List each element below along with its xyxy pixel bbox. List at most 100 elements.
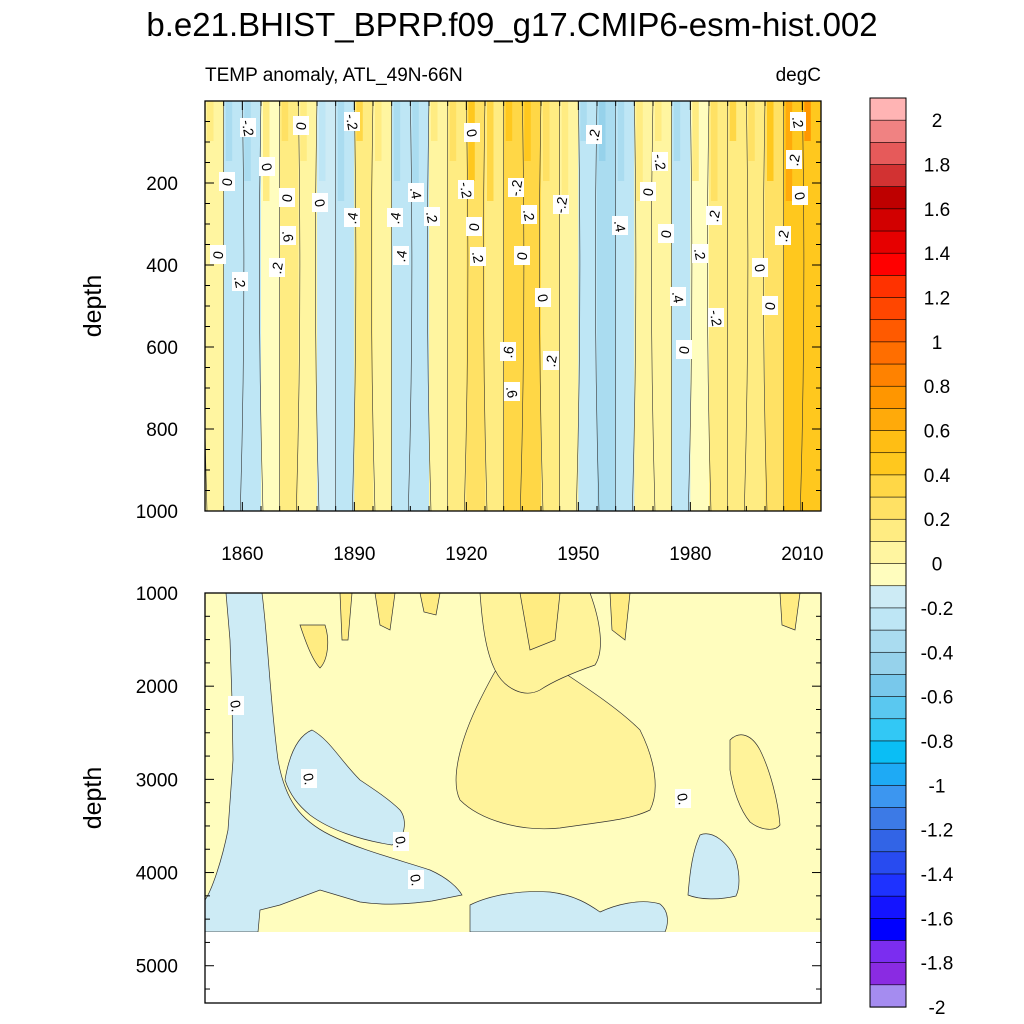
contour-label-bg (344, 208, 360, 227)
contour-label-bg (240, 118, 256, 137)
lower-yellow-region-east (729, 734, 781, 830)
contour-label: .6 (499, 345, 517, 359)
subtitle-left: TEMP anomaly, ATL_49N-66N (205, 65, 463, 86)
surface-anomaly-band (412, 101, 419, 201)
colorbar-swatch (869, 452, 907, 476)
anomaly-column (447, 101, 467, 511)
x-tick-label: 1860 (221, 544, 263, 565)
contour-label-bg (612, 216, 628, 235)
colorbar-label: 1.4 (924, 244, 951, 265)
colorbar-label: -1.6 (921, 909, 954, 930)
colorbar-swatch (869, 341, 907, 365)
contour-label: .2 (585, 128, 603, 142)
contour-line (371, 101, 376, 511)
contour-label-bg (210, 245, 226, 264)
surface-anomaly-band (804, 101, 811, 141)
surface-anomaly-band (524, 101, 531, 161)
contour-label-bg (514, 246, 530, 265)
anomaly-column (746, 101, 766, 511)
contour-line (595, 101, 600, 511)
contour-line (483, 101, 488, 511)
anomaly-column (391, 101, 411, 511)
contour-label: .2 (789, 115, 807, 129)
y-tick-label: 800 (146, 420, 178, 441)
colorbar-swatch (869, 629, 907, 653)
contour-label: 0 (218, 177, 235, 188)
contour-line (352, 101, 357, 511)
x-tick-label: 2010 (781, 544, 823, 565)
colorbar-label: -0.2 (921, 599, 954, 620)
upper-y-axis-label: depth (79, 275, 107, 338)
colorbar-label: -0.4 (921, 643, 954, 664)
colorbar-label: 0.6 (924, 422, 950, 443)
contour-label-bg (293, 116, 309, 135)
contour-line (259, 101, 264, 511)
colorbar-swatch (869, 275, 907, 299)
contour-label: .2 (785, 153, 803, 167)
contour-label-bg (762, 296, 778, 315)
contour-label: 0 (463, 128, 480, 139)
colorbar-swatch (869, 674, 907, 698)
anomaly-column (279, 101, 299, 511)
contour-label-bg (408, 870, 424, 889)
colorbar-swatch (869, 164, 907, 188)
colorbar-label: 1.2 (924, 289, 950, 310)
colorbar-swatch (869, 186, 907, 210)
contour-label: 0 (639, 187, 656, 198)
colorbar-swatch (869, 252, 907, 276)
contour-label-bg (458, 180, 474, 199)
colorbar-swatch (869, 851, 907, 875)
anomaly-column (522, 101, 542, 511)
contour-line (240, 101, 245, 511)
colorbar-swatch (869, 430, 907, 454)
lower-blue-region-central (284, 729, 405, 846)
anomaly-column (466, 101, 486, 511)
contour-label: .4 (386, 211, 404, 225)
contour-label: -.2 (343, 113, 362, 132)
contour-line (520, 101, 525, 511)
contour-label-bg (535, 288, 551, 307)
y-tick-label: 1000 (136, 502, 178, 523)
surface-anomaly-band (375, 101, 382, 161)
contour-label: .2 (542, 354, 560, 368)
contour-label: .4 (343, 211, 361, 225)
y-tick-label: 600 (146, 338, 178, 359)
contour-line (315, 101, 320, 511)
contour-line (576, 101, 581, 511)
colorbar-swatch (869, 319, 907, 343)
colorbar-label: 1.8 (924, 156, 950, 177)
anomaly-column (410, 101, 430, 511)
contour-label: .2 (705, 209, 723, 223)
contour-label-bg (232, 272, 248, 291)
lower-y-axis-label: depth (79, 767, 107, 830)
surface-anomaly-band (561, 101, 569, 201)
contour-label-bg (228, 696, 244, 715)
anomaly-column (578, 101, 598, 511)
colorbar-label: -1.2 (921, 821, 954, 842)
y-tick-label: 3000 (136, 770, 178, 791)
anomaly-column (690, 101, 710, 511)
surface-anomaly-band (487, 101, 494, 201)
colorbar-swatch (869, 119, 907, 143)
contour-label-bg (708, 308, 724, 327)
colorbar-swatch (869, 230, 907, 254)
contour-label: 0 (278, 193, 295, 204)
contour-line (800, 101, 805, 511)
y-tick-label: 400 (146, 256, 178, 277)
contour-label-bg (466, 217, 482, 236)
contour-label: .6 (503, 385, 521, 399)
surface-anomaly-band (636, 101, 643, 201)
anomaly-column (709, 101, 729, 511)
contour-label: .4 (392, 249, 410, 263)
contour-label-bg (706, 206, 722, 225)
surface-anomaly-band (337, 101, 345, 201)
y-tick-label: 200 (146, 174, 178, 195)
colorbar-label: 0 (932, 555, 943, 576)
surface-anomaly-band (449, 101, 457, 161)
surface-anomaly-band (692, 101, 699, 181)
contour-label: -.2 (552, 195, 571, 214)
subtitle-right: degC (776, 65, 821, 86)
contour-label-bg (521, 205, 537, 224)
colorbar-swatch (869, 829, 907, 853)
